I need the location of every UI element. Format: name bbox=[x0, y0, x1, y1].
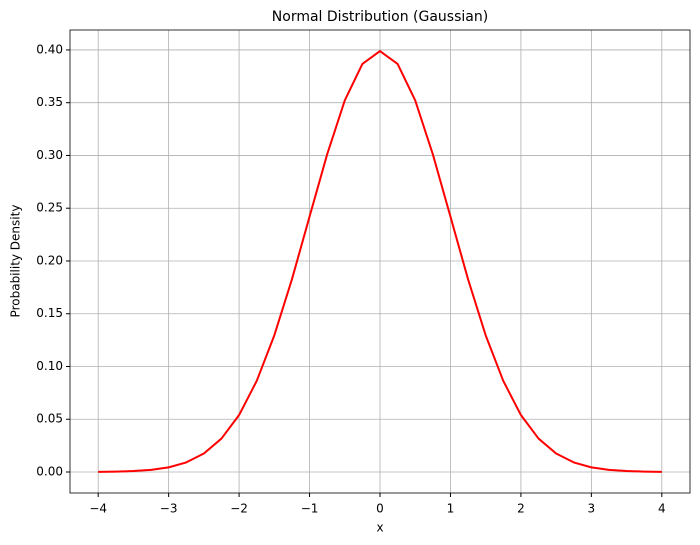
y-tick-label: 0.15 bbox=[36, 306, 63, 320]
y-tick-label: 0.30 bbox=[36, 148, 63, 162]
x-tick-label: 1 bbox=[447, 502, 455, 516]
x-tick-label: −2 bbox=[230, 502, 248, 516]
x-tick-label: 2 bbox=[517, 502, 525, 516]
x-tick-label: 4 bbox=[658, 502, 666, 516]
x-tick-label: −3 bbox=[160, 502, 178, 516]
x-tick-label: 0 bbox=[376, 502, 384, 516]
x-tick-label: −4 bbox=[89, 502, 107, 516]
y-tick-label: 0.20 bbox=[36, 253, 63, 267]
y-tick-label: 0.35 bbox=[36, 95, 63, 109]
x-tick-label: 3 bbox=[588, 502, 596, 516]
x-tick-label: −1 bbox=[301, 502, 319, 516]
plot-frame bbox=[69, 29, 691, 494]
y-tick-label: 0.05 bbox=[36, 412, 63, 426]
chart-title: Normal Distribution (Gaussian) bbox=[272, 9, 488, 25]
y-tick-label: 0.40 bbox=[36, 42, 63, 56]
y-tick-label: 0.10 bbox=[36, 359, 63, 373]
x-axis-label: x bbox=[376, 521, 383, 535]
y-tick-label: 0.00 bbox=[36, 465, 63, 479]
y-tick-label: 0.25 bbox=[36, 201, 63, 215]
y-axis-label: Probability Density bbox=[9, 205, 23, 318]
line-series bbox=[98, 50, 662, 473]
